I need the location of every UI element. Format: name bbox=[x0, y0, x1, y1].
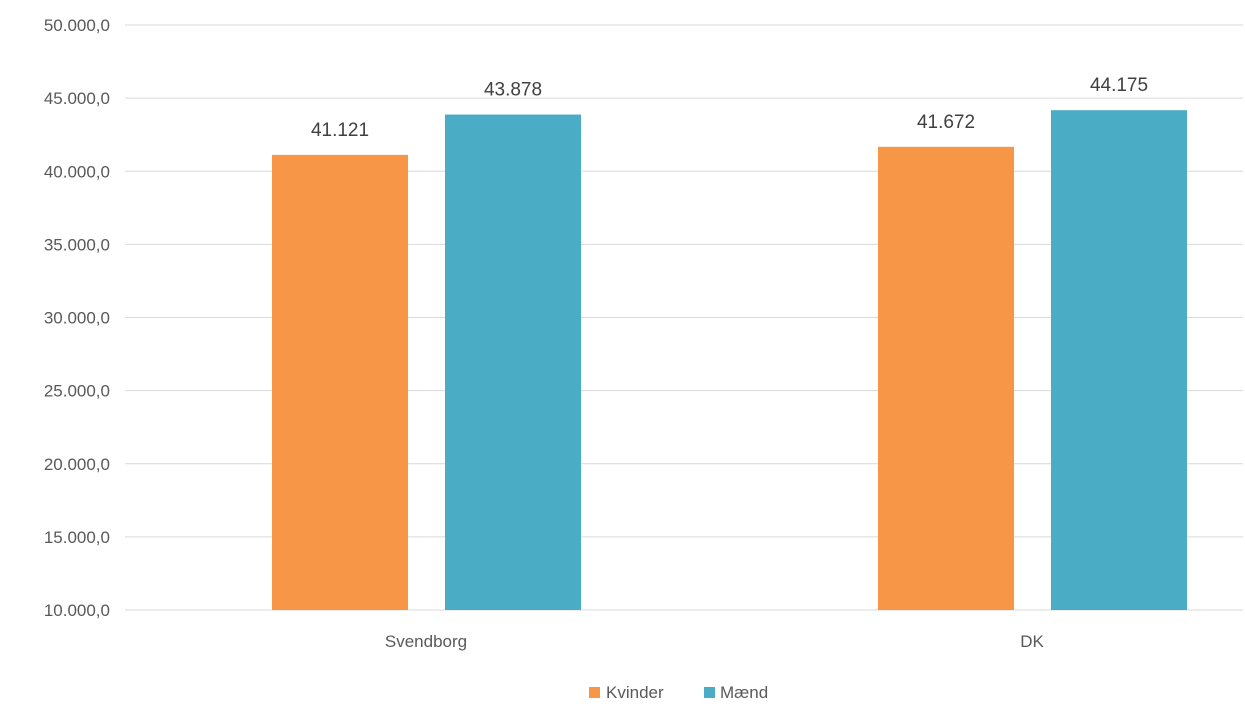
data-label: 41.672 bbox=[917, 112, 975, 133]
x-category-label: DK bbox=[1020, 632, 1044, 651]
bars bbox=[272, 110, 1187, 611]
bar-m-nd-dk bbox=[1051, 110, 1187, 611]
y-tick-label: 45.000,0 bbox=[44, 89, 110, 108]
y-tick-label: 35.000,0 bbox=[44, 235, 110, 254]
legend-label: Mænd bbox=[720, 683, 768, 702]
y-tick-label: 25.000,0 bbox=[44, 382, 110, 401]
x-category-label: Svendborg bbox=[385, 632, 467, 651]
y-tick-label: 30.000,0 bbox=[44, 309, 110, 328]
y-tick-label: 20.000,0 bbox=[44, 455, 110, 474]
legend-swatch bbox=[589, 687, 600, 698]
bar-m-nd-svendborg bbox=[445, 114, 581, 611]
data-label: 41.121 bbox=[311, 120, 369, 141]
data-label: 43.878 bbox=[484, 80, 542, 101]
data-label: 44.175 bbox=[1090, 75, 1148, 96]
y-tick-label: 10.000,0 bbox=[44, 601, 110, 620]
y-axis-tick-labels: 10.000,0 15.000,0 20.000,0 25.000,0 30.000,0… bbox=[44, 16, 110, 620]
y-tick-label: 15.000,0 bbox=[44, 528, 110, 547]
legend-swatch bbox=[704, 687, 715, 698]
bar-kvinder-svendborg bbox=[272, 154, 408, 610]
y-tick-label: 40.000,0 bbox=[44, 162, 110, 181]
legend-label: Kvinder bbox=[606, 683, 664, 702]
data-labels: 41.121 41.672 43.878 44.175 bbox=[311, 75, 1148, 141]
legend: Kvinder Mænd bbox=[589, 683, 768, 702]
bar-kvinder-dk bbox=[878, 146, 1014, 610]
x-axis-category-labels: Svendborg DK bbox=[385, 632, 1045, 651]
y-tick-label: 50.000,0 bbox=[44, 16, 110, 35]
